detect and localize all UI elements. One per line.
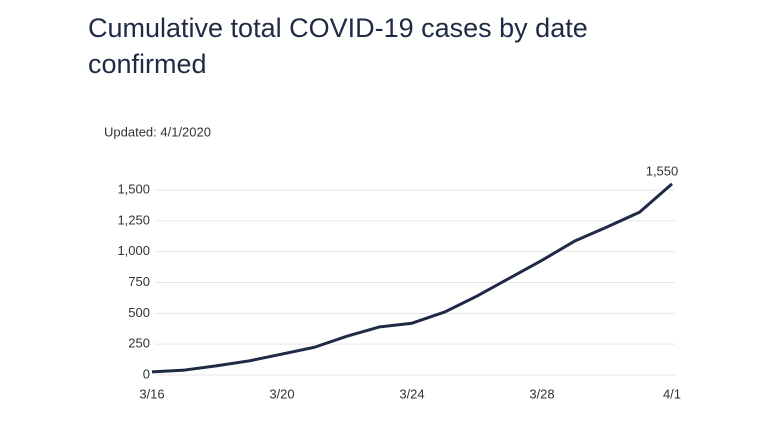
y-tick-label: 1,250 [117, 212, 150, 227]
data-label: 1,550 [646, 163, 679, 178]
x-tick-label: 3/24 [399, 386, 424, 401]
chart-subtitle: Updated: 4/1/2020 [104, 124, 211, 139]
x-tick-label: 3/16 [139, 386, 164, 401]
x-tick-label: 3/28 [529, 386, 554, 401]
line [151, 182, 673, 374]
y-tick-label: 1,500 [117, 181, 150, 196]
chart-title: Cumulative total COVID-19 cases by date … [88, 13, 588, 79]
y-tick-label: 1,000 [117, 243, 150, 258]
y-tick-label: 0 [143, 366, 150, 381]
y-tick-label: 500 [128, 305, 150, 320]
title-box: Cumulative total COVID-19 cases by date … [88, 13, 588, 79]
y-tick-label: 750 [128, 274, 150, 289]
x-tick-label: 3/20 [269, 386, 294, 401]
y-tick-label: 250 [128, 336, 150, 351]
x-tick-label: 4/1 [663, 386, 681, 401]
